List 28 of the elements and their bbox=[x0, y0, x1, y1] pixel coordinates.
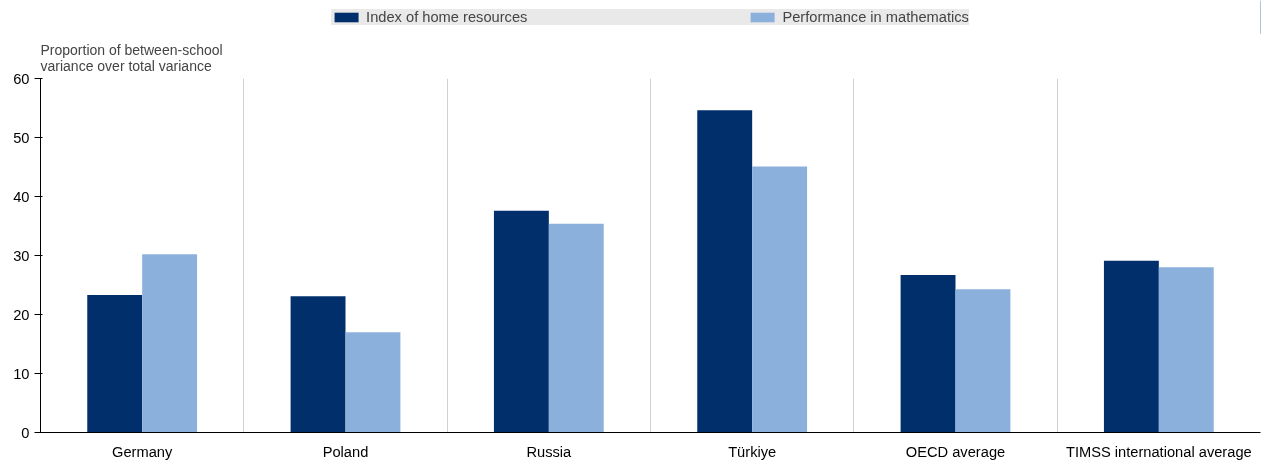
bar bbox=[493, 210, 549, 433]
x-tick-label: OECD average bbox=[905, 443, 1006, 460]
y-axis-title: Proportion of between-school variance over total variance bbox=[40, 41, 223, 74]
bar bbox=[142, 254, 198, 433]
bar bbox=[548, 223, 604, 433]
bar bbox=[752, 166, 808, 433]
y-tick-label: 60 bbox=[13, 70, 30, 87]
x-tick-label: Russia bbox=[526, 443, 573, 460]
bar bbox=[87, 295, 143, 433]
y-tick-label: 20 bbox=[13, 306, 30, 323]
bar bbox=[955, 289, 1011, 433]
x-tick-label: Türkiye bbox=[728, 443, 777, 460]
y-tick-label: 40 bbox=[13, 188, 30, 205]
y-tick-label: 30 bbox=[13, 247, 30, 264]
y-tick-label: 50 bbox=[13, 129, 30, 146]
bar bbox=[697, 110, 753, 433]
bar bbox=[345, 332, 401, 433]
bar bbox=[1158, 267, 1214, 433]
bar bbox=[290, 296, 346, 433]
legend-label: Index of home resources bbox=[366, 9, 528, 25]
legend-label: Performance in mathematics bbox=[782, 9, 969, 25]
y-tick-label: 0 bbox=[21, 424, 30, 441]
bar bbox=[900, 274, 956, 433]
x-tick-label: TIMSS international average bbox=[1065, 443, 1252, 460]
bar bbox=[1103, 260, 1159, 433]
y-tick-label: 10 bbox=[13, 365, 30, 382]
x-tick-label: Germany bbox=[112, 443, 173, 460]
x-tick-label: Poland bbox=[322, 443, 369, 460]
